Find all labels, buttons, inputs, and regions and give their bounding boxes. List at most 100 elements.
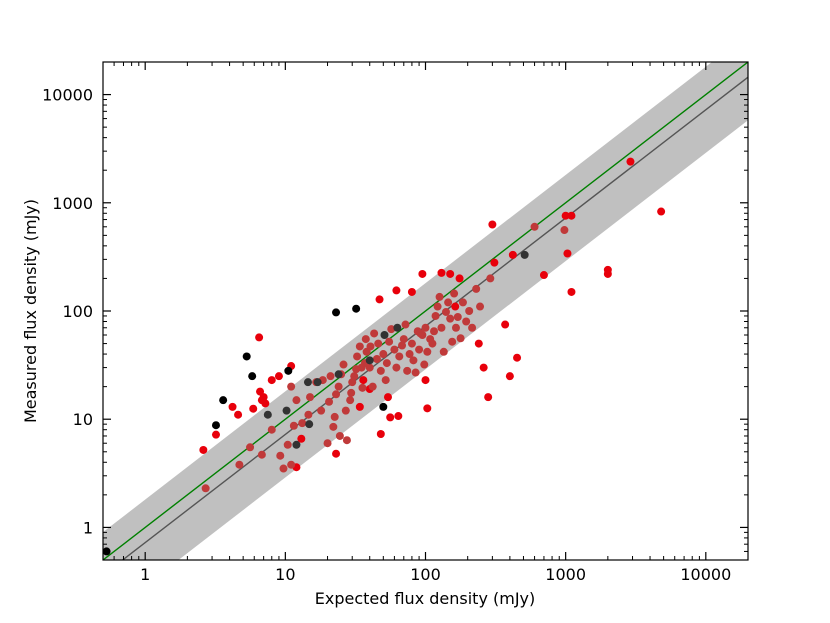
data-point-red xyxy=(501,320,510,329)
y-axis-ticks: 1 10 100 1000 10000 xyxy=(42,61,748,561)
data-point-red xyxy=(355,402,364,411)
data-point-darkred xyxy=(437,323,446,332)
y-tick-label: 100 xyxy=(62,302,93,321)
data-point-red xyxy=(657,207,666,216)
x-tick-label: 1000 xyxy=(545,565,586,584)
data-point-black xyxy=(211,421,220,430)
data-point-darkred xyxy=(430,327,439,336)
data-point-darkred xyxy=(283,440,292,449)
data-point-darkred xyxy=(381,376,390,385)
data-point-darkred xyxy=(439,347,448,356)
x-tick-label: 1 xyxy=(140,565,150,584)
data-point-black xyxy=(332,308,341,317)
data-point-red xyxy=(423,404,432,413)
data-point-black xyxy=(219,396,228,405)
data-point-darkred xyxy=(317,406,326,415)
data-point-darkred xyxy=(450,289,459,298)
data-point-darkred xyxy=(335,431,344,440)
data-point-darkred xyxy=(415,345,424,354)
data-point-darkred xyxy=(365,363,374,372)
data-point-darkred xyxy=(332,390,341,399)
unity-line xyxy=(103,62,748,560)
data-point-darkred xyxy=(462,317,471,326)
data-point-darkred xyxy=(385,337,394,346)
data-point-darkred xyxy=(448,337,457,346)
data-point-darkred xyxy=(382,359,391,368)
data-point-red xyxy=(567,211,576,220)
data-point-darkred xyxy=(201,484,210,493)
data-point-darkred xyxy=(329,422,338,431)
data-point-darkred xyxy=(456,334,465,343)
data-point-red xyxy=(376,430,385,438)
data-point-red xyxy=(249,404,258,413)
data-point-darkgray xyxy=(263,410,272,419)
data-point-red xyxy=(394,412,403,421)
data-point-red xyxy=(539,271,548,280)
data-point-darkred xyxy=(399,335,408,344)
data-point-darkred xyxy=(376,366,385,375)
data-point-red xyxy=(474,339,483,348)
data-point-darkred xyxy=(446,314,455,323)
data-point-red xyxy=(228,402,237,411)
data-point-red xyxy=(261,399,270,408)
data-point-red xyxy=(375,295,384,304)
data-point-darkred xyxy=(347,388,356,397)
data-point-darkred xyxy=(353,352,362,361)
data-point-darkred xyxy=(257,450,266,459)
x-axis-ticks: 1 10 100 1000 10000 xyxy=(102,62,749,584)
data-point-darkred xyxy=(330,412,339,421)
data-point-darkred xyxy=(355,342,364,351)
data-point-darkred xyxy=(287,382,296,391)
data-point-darkred xyxy=(368,382,377,391)
data-point-darkred xyxy=(444,298,453,307)
data-point-darkred xyxy=(374,339,383,348)
data-point-darkgray xyxy=(305,420,314,429)
data-point-darkred xyxy=(379,350,388,359)
data-point-red xyxy=(479,363,488,372)
data-point-darkred xyxy=(346,396,355,405)
data-point-red xyxy=(505,372,514,381)
data-point-darkred xyxy=(392,363,401,372)
data-point-darkred xyxy=(372,355,381,364)
data-point-darkred xyxy=(370,329,379,338)
data-point-darkred xyxy=(411,368,420,377)
data-point-darkred xyxy=(395,352,404,361)
data-point-darkred xyxy=(458,298,467,307)
data-point-darkred xyxy=(279,464,288,473)
data-point-darkred xyxy=(361,335,370,344)
data-point-darkred xyxy=(486,274,495,283)
data-point-darkred xyxy=(472,284,481,293)
series-red xyxy=(199,157,666,472)
data-point-darkred xyxy=(418,331,427,340)
data-point-red xyxy=(567,287,576,296)
data-point-darkred xyxy=(423,347,432,356)
data-point-red xyxy=(626,157,635,166)
data-point-red xyxy=(255,333,264,342)
data-point-darkred xyxy=(326,372,335,381)
data-point-darkred xyxy=(339,360,348,369)
data-point-red xyxy=(383,393,392,402)
data-point-red xyxy=(508,250,517,259)
data-point-black xyxy=(379,402,388,411)
data-point-red xyxy=(297,434,306,443)
data-point-red xyxy=(490,258,499,267)
data-point-darkred xyxy=(451,323,460,332)
data-point-red xyxy=(455,274,464,283)
data-point-darkred xyxy=(409,356,418,365)
data-point-darkgray xyxy=(520,250,529,259)
data-point-darkred xyxy=(421,323,430,332)
data-point-darkgray xyxy=(292,440,301,449)
data-point-darkred xyxy=(560,226,569,235)
data-point-red xyxy=(267,376,276,385)
x-tick-label: 10000 xyxy=(680,565,731,584)
data-point-darkred xyxy=(431,311,440,320)
data-point-darkred xyxy=(530,222,539,231)
data-point-red xyxy=(561,211,570,220)
data-point-red xyxy=(563,249,572,258)
data-point-darkgray xyxy=(393,323,402,332)
data-point-red xyxy=(211,430,220,439)
data-point-darkred xyxy=(350,372,359,381)
data-point-red xyxy=(359,376,368,385)
data-point-black xyxy=(352,304,361,313)
data-point-darkred xyxy=(334,382,343,391)
